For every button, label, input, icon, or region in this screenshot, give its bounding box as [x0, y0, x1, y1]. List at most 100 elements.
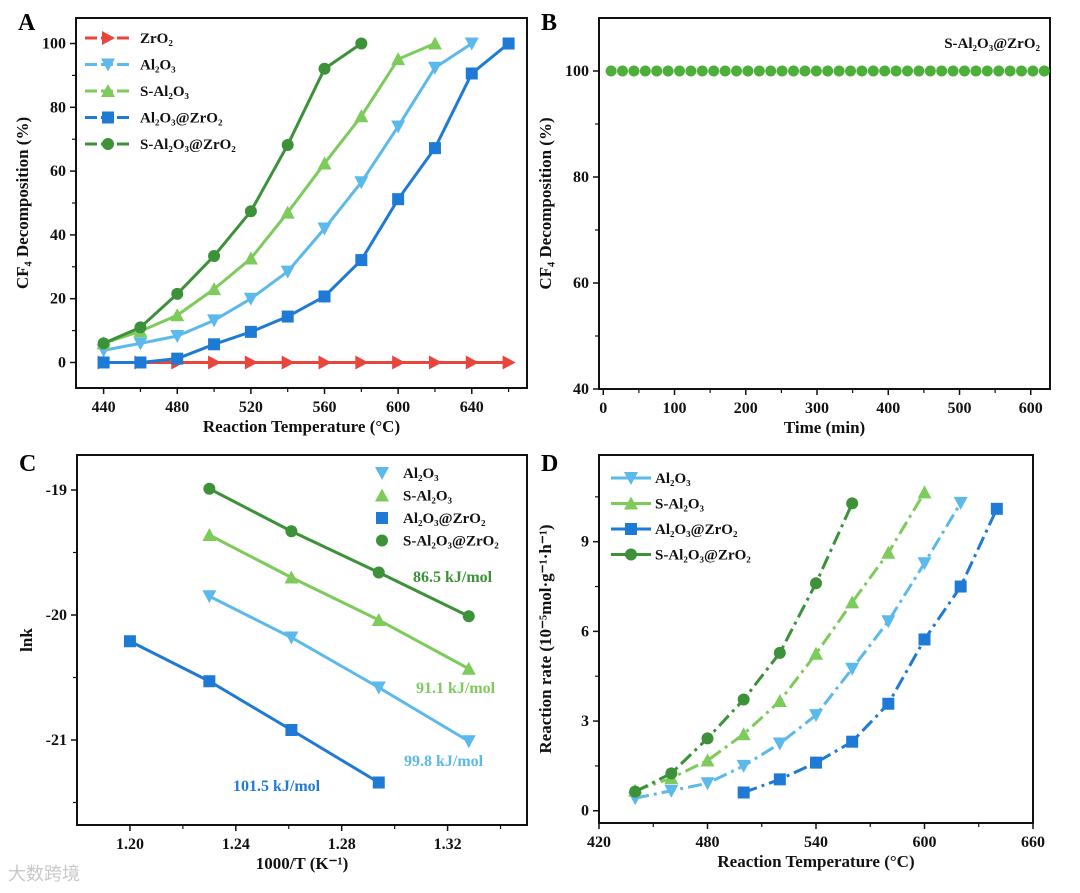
data-point	[753, 65, 765, 77]
data-point	[993, 65, 1005, 77]
data-point	[355, 37, 368, 50]
legend-label: Al₂O₃	[403, 466, 439, 482]
data-point	[280, 205, 295, 219]
legend-item: S-Al₂O₃@ZrO₂	[85, 137, 236, 153]
panel-label: C	[19, 451, 36, 477]
x-axis-title: Time (min)	[784, 418, 865, 437]
y-tick-label: -20	[46, 607, 67, 624]
data-point	[700, 753, 715, 767]
legend-label: Al₂O₃	[140, 58, 176, 74]
x-tick-label: 0	[599, 400, 607, 417]
data-point	[810, 577, 822, 590]
legend-item: S-Al₂O₃	[85, 84, 190, 100]
data-point	[427, 36, 442, 50]
series-al2o3	[96, 37, 479, 358]
data-point	[133, 337, 148, 351]
x-tick-label: 600	[1019, 400, 1043, 417]
y-axis-title: lnk	[17, 628, 36, 652]
data-point	[207, 282, 222, 296]
data-point	[776, 65, 788, 77]
data-point	[317, 222, 332, 236]
legend-item: Al₂O₃	[375, 466, 439, 482]
data-point	[664, 784, 679, 798]
data-point	[203, 675, 216, 688]
data-point	[355, 355, 369, 370]
data-point	[502, 37, 515, 50]
legend-label: Al₂O₃	[655, 471, 691, 487]
legend-marker	[101, 58, 115, 72]
activation-energy-label: 101.5 kJ/mol	[233, 778, 321, 795]
data-point	[881, 615, 896, 629]
y-tick-label: 40	[573, 381, 589, 398]
x-axis-title: 1000/T (K⁻¹)	[256, 854, 349, 873]
data-point	[208, 355, 222, 370]
y-tick-label: 80	[573, 169, 589, 186]
legend-marker	[101, 84, 115, 97]
series-zro2	[97, 355, 516, 370]
data-point	[371, 613, 386, 626]
y-axis-title: Reaction rate (10⁻⁵mol·g⁻¹·h⁻¹)	[536, 524, 555, 753]
data-point	[846, 735, 859, 748]
legend-item: Al₂O₃@ZrO₂	[85, 111, 223, 127]
series-line	[208, 594, 470, 743]
data-point	[617, 65, 629, 77]
data-point	[462, 610, 475, 623]
y-tick-label: 6	[581, 623, 589, 640]
data-point	[502, 355, 516, 370]
x-tick-label: 500	[948, 400, 972, 417]
data-point	[954, 580, 967, 593]
data-point	[981, 65, 993, 77]
y-tick-label: 80	[50, 99, 66, 116]
series-s-al2o3	[628, 485, 932, 797]
plot-frame	[76, 454, 528, 826]
legend-marker	[624, 472, 638, 485]
panel-b: B 0 100 200 300 400 500 600 40 60 80 100 Time (min) C…	[536, 10, 1051, 437]
data-point	[665, 767, 678, 780]
data-point	[917, 485, 932, 499]
data-point	[244, 355, 258, 370]
legend-marker	[625, 548, 637, 561]
data-point	[701, 732, 714, 745]
data-point	[281, 310, 294, 323]
data-point	[867, 65, 879, 77]
x-axis-title: Reaction Temperature (°C)	[717, 852, 914, 871]
series-b	[605, 65, 1050, 77]
data-point	[285, 525, 298, 538]
x-tick-label: 440	[92, 399, 116, 416]
data-point	[765, 65, 777, 77]
data-point	[736, 759, 751, 773]
data-point	[372, 776, 385, 789]
data-point	[392, 193, 405, 206]
legend-label: S-Al₂O₃	[403, 489, 453, 505]
data-point	[281, 138, 294, 151]
data-point	[917, 557, 932, 571]
panel-label: A	[18, 10, 36, 36]
y-tick-label: 20	[50, 291, 66, 308]
data-point	[243, 251, 258, 265]
legend-marker	[102, 31, 115, 45]
legend-label: S-Al₂O₃@ZrO₂	[944, 36, 1040, 52]
data-point	[629, 785, 642, 798]
y-tick-label: 0	[581, 803, 589, 820]
data-point	[856, 65, 868, 77]
legend-item: S-Al₂O₃	[611, 496, 705, 513]
data-point	[970, 65, 982, 77]
x-tick-label: 520	[239, 399, 263, 416]
data-point	[845, 595, 860, 609]
data-point	[1016, 65, 1028, 77]
legend-item: Al₂O₃@ZrO₂	[376, 511, 486, 527]
series-al2o3	[628, 496, 968, 806]
series-line	[634, 502, 962, 800]
x-tick-label: 1.24	[222, 836, 250, 853]
series-line	[129, 639, 380, 784]
data-point	[772, 694, 787, 708]
data-point	[461, 661, 476, 675]
data-point	[662, 65, 674, 77]
data-point	[700, 777, 715, 791]
series-line	[103, 42, 363, 345]
activation-energy-label: 86.5 kJ/mol	[413, 569, 493, 586]
data-point	[171, 352, 184, 365]
legend-marker	[625, 523, 637, 535]
data-point	[936, 65, 948, 77]
